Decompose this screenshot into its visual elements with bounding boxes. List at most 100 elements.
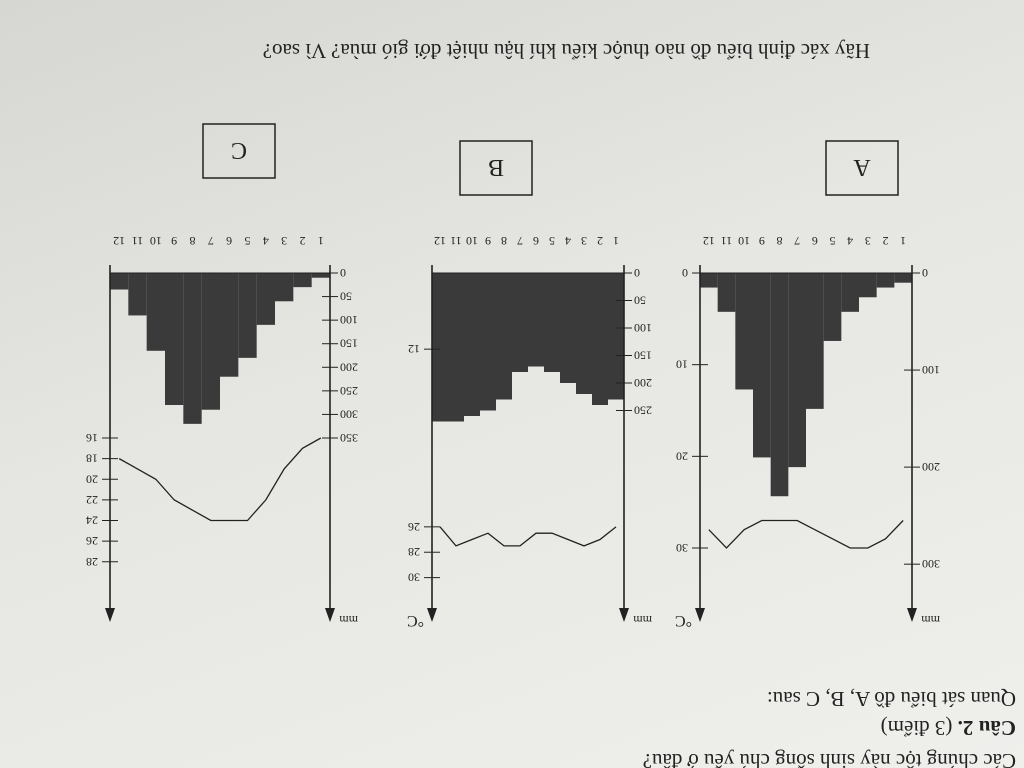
rain-bar [480, 273, 496, 411]
axis-arrow [427, 608, 437, 622]
month-label: 1 [318, 234, 324, 248]
temp-tick-label: 28 [408, 545, 420, 559]
rain-bar [201, 273, 220, 410]
rain-bar [894, 273, 912, 283]
rain-tick-label: 150 [634, 349, 652, 363]
rain-tick-label: 0 [634, 266, 640, 280]
label-box [202, 123, 276, 179]
rain-bar [146, 273, 165, 351]
month-label: 7 [208, 234, 214, 248]
temperature-line [439, 526, 617, 547]
temp-tick-label: 20 [86, 472, 98, 486]
month-label: 1 [613, 234, 619, 248]
month-label: 5 [830, 234, 836, 248]
rain-bar [464, 273, 480, 416]
month-label: 8 [190, 234, 196, 248]
month-label: 12 [434, 234, 446, 248]
temp-tick-label: 0 [682, 266, 688, 280]
rain-bar [841, 273, 859, 312]
rain-tick-label: 100 [634, 321, 652, 335]
temp-tick-label: 30 [676, 541, 688, 555]
month-label: 3 [581, 234, 587, 248]
rain-bar [528, 273, 544, 367]
temp-tick-label: 28 [86, 555, 98, 569]
rain-tick-label: 50 [634, 294, 646, 308]
rain-tick-label: 250 [634, 404, 652, 418]
rain-tick-label: 200 [340, 360, 358, 374]
rain-bar [608, 273, 624, 400]
temperature-line [708, 519, 904, 549]
rain-bar [238, 273, 257, 358]
rain-bar [859, 273, 877, 298]
month-label: 3 [865, 234, 871, 248]
rain-bar [311, 273, 330, 278]
temp-tick-label: 12 [408, 342, 420, 356]
rain-bar [512, 273, 528, 372]
rain-bar [735, 273, 753, 390]
rain-bar [275, 273, 294, 302]
rain-tick-label: 50 [340, 290, 352, 304]
month-label: 9 [171, 234, 177, 248]
chart-label: B [488, 154, 504, 180]
rain-bar [128, 273, 147, 316]
month-label: 4 [565, 234, 571, 248]
rain-tick-label: 300 [922, 557, 940, 571]
question: Hãy xác định biểu đồ nào thuộc kiểu khí … [263, 39, 870, 63]
rain-tick-label: 350 [340, 431, 358, 445]
rain-unit: mm [921, 613, 940, 627]
label-box [825, 140, 899, 196]
axis-arrow [619, 608, 629, 622]
month-label: 8 [501, 234, 507, 248]
rain-bar [293, 273, 312, 288]
month-label: 6 [533, 234, 539, 248]
rain-bar [788, 273, 806, 468]
month-label: 10 [466, 234, 478, 248]
rain-tick-label: 300 [340, 407, 358, 421]
rain-tick-label: 100 [922, 363, 940, 377]
rain-bar [496, 273, 512, 400]
axis-arrow [695, 608, 705, 622]
month-label: 12 [113, 234, 125, 248]
month-label: 7 [794, 234, 800, 248]
rain-bar [256, 273, 275, 325]
rain-bar [806, 273, 824, 409]
month-label: 9 [759, 234, 765, 248]
intro-line: Các chủng tộc này sinh sống chủ yếu ở đâ… [643, 749, 1016, 768]
rain-tick-label: 0 [340, 266, 346, 280]
month-label: 12 [703, 234, 715, 248]
month-label: 4 [263, 234, 269, 248]
temp-unit: °C [407, 612, 424, 629]
month-label: 10 [150, 234, 162, 248]
rain-tick-label: 100 [340, 313, 358, 327]
rain-bar [544, 273, 560, 372]
rain-bar [432, 273, 448, 422]
month-label: 9 [485, 234, 491, 248]
month-label: 2 [883, 234, 889, 248]
temp-tick-label: 26 [408, 520, 420, 534]
rain-tick-label: 250 [340, 384, 358, 398]
rain-bar [448, 273, 464, 422]
month-label: 11 [450, 234, 462, 248]
month-label: 6 [226, 234, 232, 248]
instruction: Quan sát biểu đồ A, B, C sau: [767, 687, 1016, 711]
question-number: Câu 2. [958, 716, 1016, 740]
month-label: 4 [847, 234, 853, 248]
month-label: 11 [721, 234, 733, 248]
month-label: 2 [300, 234, 306, 248]
temp-tick-label: 30 [408, 571, 420, 585]
temp-tick-label: 26 [86, 534, 98, 548]
temp-tick-label: 18 [86, 452, 98, 466]
rain-bar [700, 273, 718, 288]
temp-unit: °C [675, 612, 692, 629]
rain-bar [770, 273, 789, 497]
month-label: 8 [777, 234, 783, 248]
month-label: 5 [549, 234, 555, 248]
rain-bar [753, 273, 771, 458]
label-box [459, 140, 533, 196]
month-label: 7 [517, 234, 523, 248]
rain-tick-label: 200 [634, 376, 652, 390]
temp-tick-label: 20 [676, 449, 688, 463]
month-label: 5 [245, 234, 251, 248]
